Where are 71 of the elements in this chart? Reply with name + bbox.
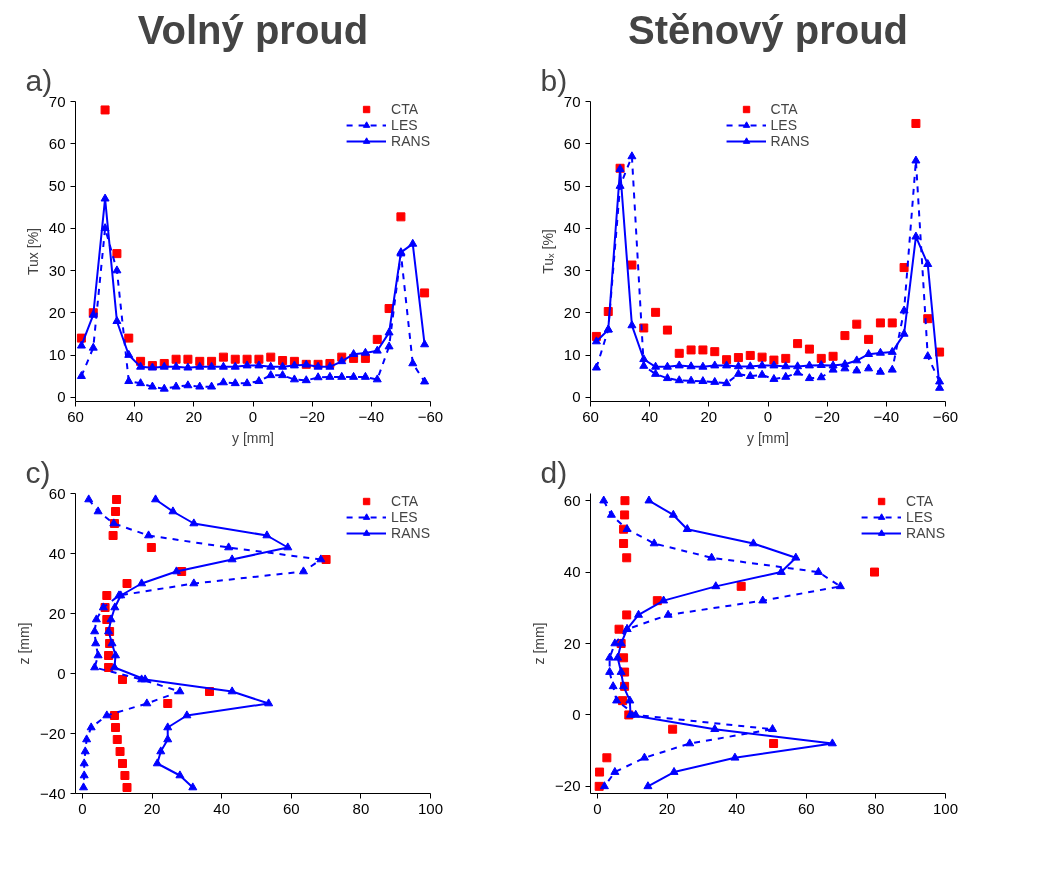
x-tick-label: −60	[932, 407, 959, 425]
legend-label: RANS	[391, 525, 430, 541]
y-tick-label: 40	[563, 219, 581, 237]
chart-title: Volný proud	[137, 7, 369, 52]
y-tick-label: 40	[563, 563, 581, 581]
y-tick-label: 60	[48, 134, 66, 152]
x-axis-title: y [mm]	[232, 429, 274, 446]
y-tick-label: 0	[57, 388, 66, 406]
x-tick-label: 20	[143, 799, 161, 817]
y-tick-label: −20	[555, 777, 581, 795]
legend-label: CTA	[391, 493, 419, 509]
x-tick-label: 40	[213, 799, 231, 817]
y-tick-label: 50	[563, 177, 581, 195]
y-tick-label: −40	[40, 784, 66, 802]
y-tick-label: 10	[563, 346, 581, 364]
text: c)	[25, 455, 51, 489]
y-tick-label: −20	[40, 724, 66, 742]
y-axis-title: z [mm]	[16, 622, 33, 665]
y-axis-title: Tux [%]	[24, 228, 41, 275]
y-axis-title: Tuₓ [%]	[539, 229, 556, 274]
x-tick-label: 40	[641, 407, 659, 425]
x-tick-label: 20	[658, 799, 676, 817]
y-tick-label: 10	[48, 346, 66, 364]
x-tick-label: 0	[78, 799, 87, 817]
y-tick-label: 20	[48, 303, 66, 321]
legend-label: LES	[391, 509, 418, 525]
x-tick-label: −20	[299, 407, 325, 425]
y-tick-label: 60	[563, 491, 581, 509]
y-tick-label: 20	[563, 634, 581, 652]
x-tick-label: 40	[728, 799, 746, 817]
x-tick-label: −60	[417, 407, 444, 425]
x-tick-label: 20	[700, 407, 718, 425]
x-tick-label: 100	[932, 799, 959, 817]
legend-label: LES	[391, 117, 418, 133]
y-tick-label: 40	[48, 219, 66, 237]
text: d)	[540, 455, 568, 489]
legend-label: LES	[906, 509, 933, 525]
x-tick-label: −40	[873, 407, 900, 425]
legend-label: CTA	[770, 101, 798, 117]
x-tick-label: −40	[358, 407, 385, 425]
y-tick-label: 0	[57, 664, 66, 682]
y-tick-label: 30	[563, 261, 581, 279]
x-tick-label: 80	[867, 799, 885, 817]
y-tick-label: 60	[48, 484, 66, 502]
x-tick-label: 60	[797, 799, 815, 817]
legend-label: CTA	[906, 493, 934, 509]
legend-label: CTA	[391, 101, 419, 117]
x-tick-label: 0	[593, 799, 602, 817]
x-tick-label: 0	[763, 407, 773, 425]
y-tick-label: 0	[572, 705, 581, 723]
legend-label: RANS	[391, 133, 430, 149]
y-tick-label: 20	[563, 303, 581, 321]
x-tick-label: −20	[814, 407, 840, 425]
y-tick-label: 0	[572, 388, 581, 406]
x-tick-label: 60	[282, 799, 300, 817]
x-tick-label: 80	[352, 799, 370, 817]
y-axis-title: z [mm]	[531, 622, 548, 665]
x-tick-label: 0	[248, 407, 258, 425]
x-tick-label: 20	[185, 407, 203, 425]
y-tick-label: 40	[48, 544, 66, 562]
y-tick-label: 60	[563, 134, 581, 152]
legend-label: LES	[770, 117, 798, 133]
y-tick-label: 30	[48, 261, 66, 279]
legend-label: RANS	[770, 133, 810, 149]
chart-title: Stěnový proud	[627, 7, 909, 52]
x-tick-label: 100	[417, 799, 444, 817]
x-axis-title: y [mm]	[747, 429, 789, 446]
y-tick-label: 20	[48, 604, 66, 622]
y-tick-label: 50	[48, 177, 66, 195]
x-tick-label: 40	[126, 407, 144, 425]
legend-label: RANS	[906, 525, 945, 541]
